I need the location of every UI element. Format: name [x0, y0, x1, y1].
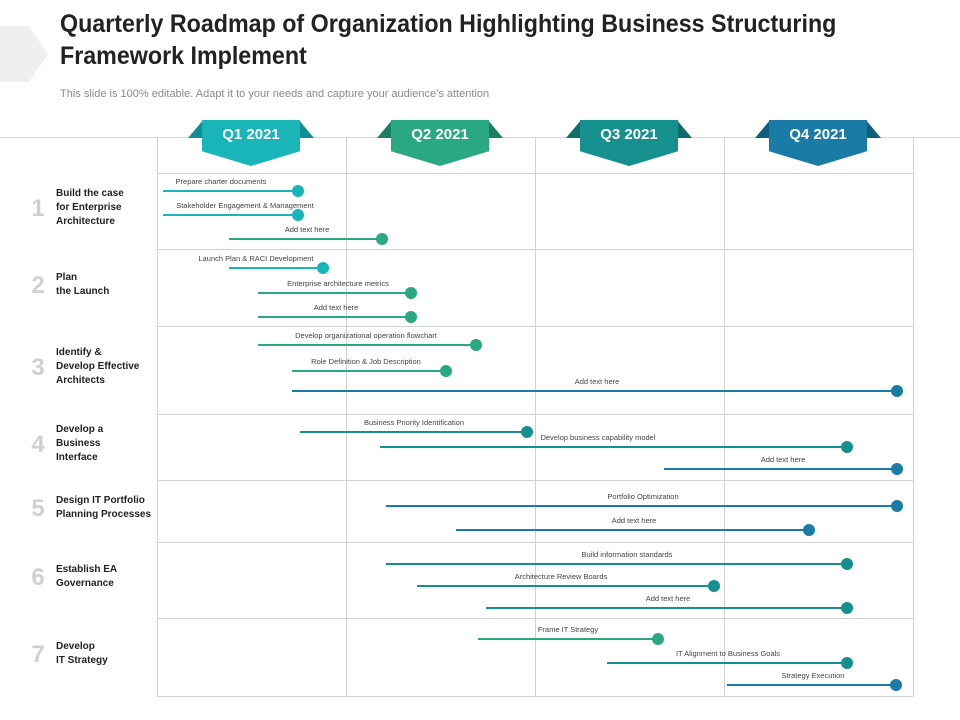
task-label: Enterprise architecture metrics [287, 279, 389, 288]
task-bar [300, 426, 533, 438]
task-label: Add text here [760, 455, 806, 464]
grid-row-line [157, 173, 913, 174]
quarter-banner: Q3 2021 [566, 120, 692, 166]
page-subtitle: This slide is 100% editable. Adapt it to… [60, 88, 490, 100]
grid-row-line [157, 249, 913, 250]
task-label: Add text here [574, 377, 620, 386]
task-label: Add text here [611, 516, 657, 525]
row-label: Identify & Develop Effective Architects [56, 347, 140, 386]
quarter-label: Q3 2021 [600, 126, 658, 143]
quarter-banner: Q2 2021 [377, 120, 503, 166]
task-bar [258, 339, 482, 351]
task-end-marker [841, 657, 853, 669]
task-end-marker [841, 602, 853, 614]
task-end-marker [405, 311, 417, 323]
task-bar [664, 463, 903, 475]
task-end-marker [292, 185, 304, 197]
grid-column-line [346, 137, 347, 696]
task-bar [727, 679, 902, 691]
grid-row-line [157, 696, 913, 697]
row-label: Plan the Launch [56, 271, 110, 297]
row-label: Design IT Portfolio Planning Processes [56, 495, 152, 520]
row-number: 5 [31, 495, 45, 522]
row-number: 7 [31, 641, 45, 668]
task-label: Develop organizational operation flowcha… [295, 331, 437, 340]
task-end-marker [470, 339, 482, 351]
grid-row-line [157, 542, 913, 543]
row-number: 2 [31, 271, 45, 299]
task-end-marker [292, 209, 304, 221]
task-label: Build information standards [581, 550, 673, 559]
task-label: Architecture Review Boards [514, 572, 608, 581]
task-end-marker [841, 441, 853, 453]
task-label: Role Definition & Job Description [311, 357, 421, 366]
task-bar [380, 441, 853, 453]
task-label: Add text here [284, 225, 330, 234]
task-end-marker [317, 262, 329, 274]
grid-row-line [157, 618, 913, 619]
task-label: Launch Plan & RACI Development [198, 254, 314, 263]
task-label: Prepare charter documents [175, 177, 267, 186]
grid-column-line [535, 137, 536, 696]
task-end-marker [521, 426, 533, 438]
task-bar [486, 602, 853, 614]
quarter-label: Q4 2021 [789, 126, 847, 143]
task-bar [163, 209, 304, 221]
quarter-label: Q2 2021 [411, 126, 469, 143]
task-end-marker [891, 463, 903, 475]
grid-column-line [913, 137, 914, 696]
row-label: Develop a Business Interface [56, 424, 104, 463]
task-end-marker [891, 385, 903, 397]
task-bar [258, 287, 417, 299]
grid-row-line [157, 480, 913, 481]
task-end-marker [652, 633, 664, 645]
task-end-marker [890, 679, 902, 691]
task-bar [456, 524, 815, 536]
task-bar [386, 500, 903, 512]
task-end-marker [891, 500, 903, 512]
row-label: Build the case for Enterprise Architecture [56, 188, 124, 227]
task-label: Add text here [313, 303, 359, 312]
task-label: Frame IT Strategy [537, 625, 599, 634]
row-label: Develop IT Strategy [56, 641, 108, 666]
row-number: 1 [31, 195, 45, 222]
task-label: Stakeholder Engagement & Management [176, 201, 314, 210]
task-bar [292, 365, 452, 377]
grid-row-line [157, 326, 913, 327]
task-label: Business Priority Identification [363, 418, 465, 427]
grid-row-line [157, 414, 913, 415]
row-number: 4 [31, 431, 45, 458]
grid-column-line [724, 137, 725, 696]
quarter-banner: Q4 2021 [755, 120, 881, 166]
task-end-marker [440, 365, 452, 377]
task-bar [386, 558, 853, 570]
task-bar [607, 657, 853, 669]
task-bar [163, 185, 304, 197]
task-end-marker [803, 524, 815, 536]
task-bar [292, 385, 903, 397]
row-number: 6 [31, 564, 45, 591]
row-number: 3 [31, 354, 45, 381]
page-title: Quarterly Roadmap of Organization Highli… [60, 10, 837, 70]
task-label: Add text here [645, 594, 691, 603]
task-label: IT Alignment to Business Goals [675, 649, 781, 658]
grid-column-line [157, 137, 158, 696]
task-bar [417, 580, 720, 592]
task-end-marker [708, 580, 720, 592]
row-label: Establish EA Governance [56, 564, 118, 589]
task-bar [258, 311, 417, 323]
task-end-marker [841, 558, 853, 570]
task-bar [478, 633, 664, 645]
task-label: Portfolio Optimization [607, 492, 679, 501]
task-label: Strategy Execution [781, 671, 845, 680]
quarter-label: Q1 2021 [222, 126, 280, 143]
task-end-marker [376, 233, 388, 245]
task-end-marker [405, 287, 417, 299]
task-label: Develop business capability model [540, 433, 656, 442]
task-bar [229, 233, 388, 245]
task-bar [229, 262, 329, 274]
decorative-chevron [0, 26, 48, 82]
quarter-banner: Q1 2021 [188, 120, 314, 166]
